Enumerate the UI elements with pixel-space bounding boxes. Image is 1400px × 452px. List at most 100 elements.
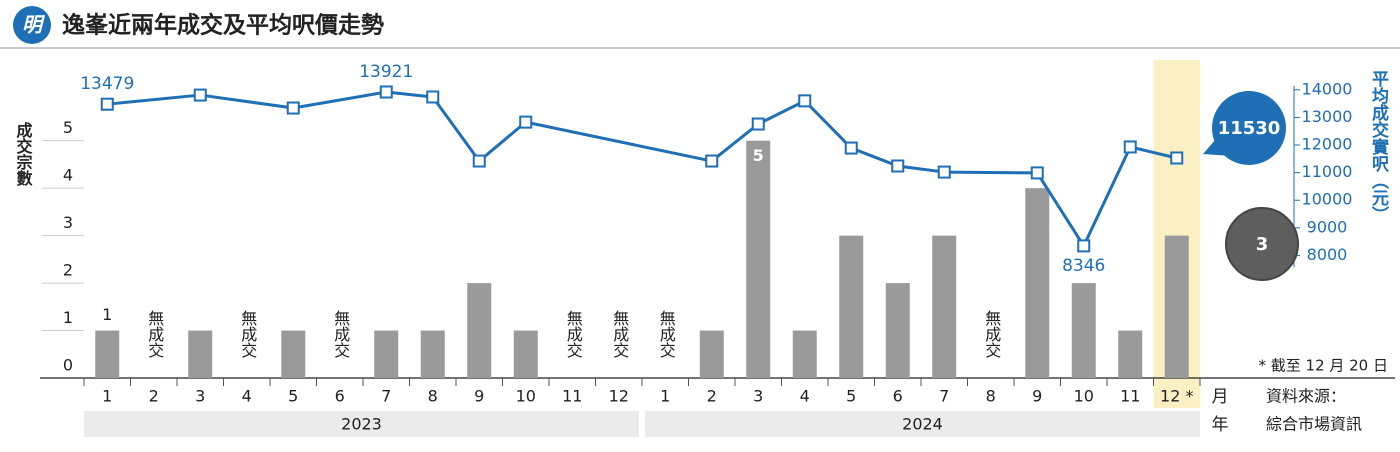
bar xyxy=(1164,235,1189,378)
bar xyxy=(746,140,771,378)
bar-value-label: 無成交 xyxy=(145,310,164,358)
y-tick-label: 5 xyxy=(63,118,73,137)
bar-value-label: 無成交 xyxy=(610,310,629,358)
line-marker xyxy=(472,154,486,168)
bar-value-label: 3 xyxy=(1256,234,1269,255)
x-tick-label: 2 xyxy=(149,387,159,406)
line-marker xyxy=(426,90,440,104)
bar-value-label: 1 xyxy=(102,305,112,324)
x-tick-label: 10 xyxy=(516,387,536,406)
bar xyxy=(95,330,120,378)
x-tick-label: 11 xyxy=(1120,387,1140,406)
line-bridge xyxy=(200,93,294,110)
line-marker xyxy=(1030,166,1044,180)
line-marker xyxy=(705,154,719,168)
x-tick-label: 3 xyxy=(753,387,763,406)
y2-tick-label: 12000 xyxy=(1302,135,1353,154)
y2-tick-label: 11000 xyxy=(1302,162,1353,181)
line xyxy=(386,90,527,164)
x-tick-label: 11 xyxy=(562,387,582,406)
line-bridge xyxy=(944,170,1038,175)
x-tick-label: 7 xyxy=(939,387,949,406)
bar-value-label: 無成交 xyxy=(982,310,1001,358)
line-marker xyxy=(100,97,114,111)
y2-tick-label: 10000 xyxy=(1302,190,1353,209)
bar xyxy=(188,330,213,378)
bar xyxy=(281,330,306,378)
x-tick-label: 12 * xyxy=(1160,387,1193,406)
line-marker xyxy=(1077,239,1091,253)
x-tick-label: 1 xyxy=(102,387,112,406)
x-tick-label: 5 xyxy=(846,387,856,406)
source-label: 資料來源： xyxy=(1266,387,1346,406)
bar xyxy=(420,330,445,378)
y-tick-label: 4 xyxy=(63,166,73,185)
y2-tick-label: 13000 xyxy=(1302,107,1353,126)
bar xyxy=(792,330,817,378)
x-tick-label: 9 xyxy=(474,387,484,406)
line-bridge xyxy=(107,93,201,106)
bar xyxy=(699,330,724,378)
bar-value-label: 無成交 xyxy=(331,310,350,358)
logo-badge xyxy=(13,6,51,44)
line-marker xyxy=(937,165,951,179)
x-tick-label: 10 xyxy=(1074,387,1094,406)
bar-value-label: 無成交 xyxy=(238,310,257,358)
bar xyxy=(513,330,538,378)
bar xyxy=(839,235,864,378)
line xyxy=(710,99,945,174)
line-marker xyxy=(379,85,393,99)
y2-tick-label: 9000 xyxy=(1307,217,1348,236)
bar xyxy=(885,283,910,378)
year-band xyxy=(84,411,639,437)
line-marker xyxy=(751,117,765,131)
line-bridge xyxy=(525,120,713,163)
y-tick-label: 2 xyxy=(63,261,73,280)
bar-value-label: 無成交 xyxy=(564,310,583,358)
x-tick-label: 6 xyxy=(335,387,345,406)
x-tick-label: 5 xyxy=(288,387,298,406)
y-tick-label: 0 xyxy=(63,356,73,375)
y2-tick-label: 14000 xyxy=(1302,79,1353,98)
x-tick-label: 9 xyxy=(1032,387,1042,406)
line-marker xyxy=(286,101,300,115)
x-tick-label: 4 xyxy=(242,387,252,406)
bar xyxy=(467,283,492,378)
source: 綜合市場資訊 xyxy=(1266,415,1362,434)
line-marker xyxy=(798,94,812,108)
x-tick-label: 3 xyxy=(195,387,205,406)
line-marker xyxy=(519,115,533,129)
year-label: 2023 xyxy=(341,415,382,434)
x-tick-label: 7 xyxy=(381,387,391,406)
callout-bubble xyxy=(1225,207,1299,281)
chart-title: 逸峯近兩年成交及平均呎價走勢 xyxy=(62,12,384,39)
y-tick-label: 3 xyxy=(63,213,73,232)
bar xyxy=(1025,188,1050,378)
x-tick-label: 1 xyxy=(660,387,670,406)
year-label: 2024 xyxy=(902,415,943,434)
x-unit: 月 xyxy=(1212,387,1229,407)
line-marker xyxy=(1170,151,1184,165)
line-marker xyxy=(891,159,905,173)
note: * 截至 12 月 20 日 xyxy=(1258,357,1388,375)
year-band xyxy=(645,411,1200,437)
x-tick-label: 12 xyxy=(609,387,629,406)
y-axis-label: 成交宗數 xyxy=(14,121,33,187)
x-tick-label: 8 xyxy=(428,387,438,406)
line-bridge xyxy=(292,90,387,110)
bar xyxy=(374,330,399,378)
y2-axis-label: 平均成交實呎（元） xyxy=(1368,70,1389,223)
callout-bubble xyxy=(1212,91,1286,165)
line-value-label: 13921 xyxy=(359,62,413,82)
line-value-label: 8346 xyxy=(1062,256,1105,276)
line-marker xyxy=(1123,140,1137,154)
bar xyxy=(932,235,957,378)
y-tick-label: 1 xyxy=(63,308,73,327)
line xyxy=(1035,145,1178,249)
x-tick-label: 8 xyxy=(986,387,996,406)
bar-value-label: 5 xyxy=(753,146,764,165)
x-tick-label: 4 xyxy=(800,387,810,406)
x-tick-label: 6 xyxy=(893,387,903,406)
x-group-unit: 年 xyxy=(1212,415,1229,435)
